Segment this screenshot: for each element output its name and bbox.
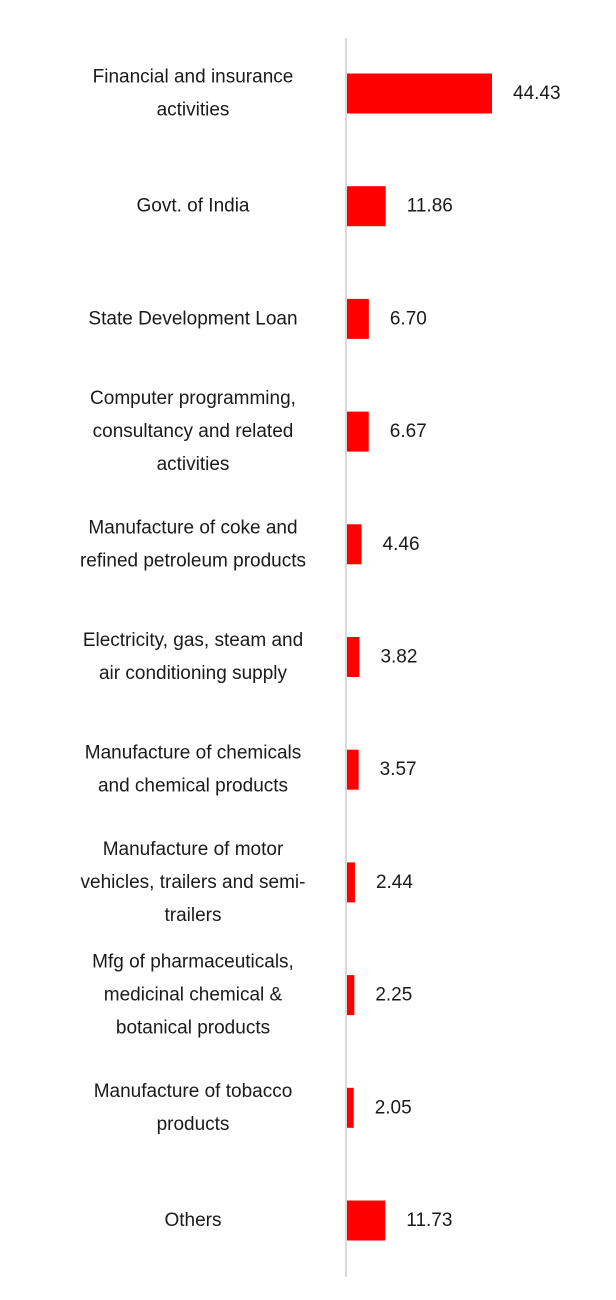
value-label: 11.86 xyxy=(407,196,453,217)
category-label: Govt. of India xyxy=(136,196,249,217)
value-label: 11.73 xyxy=(406,1210,452,1231)
category-label-line: activities xyxy=(157,454,230,475)
category-label-line: air conditioning supply xyxy=(99,663,288,684)
category-label-line: Electricity, gas, steam and xyxy=(83,630,303,651)
value-labels-group: 44.43 11.86 6.70 6.67 4.46 3.82 3.57 2.44 2.25 2.… xyxy=(375,83,561,1231)
category-label-line: State Development Loan xyxy=(88,308,297,329)
value-label: 3.82 xyxy=(380,647,417,668)
category-label-line: trailers xyxy=(164,905,221,926)
category-label: Manufacture of chemicals and chemical pro… xyxy=(85,743,302,797)
category-labels-group: Financial and insurance activities Govt. o… xyxy=(80,67,306,1232)
category-label-line: Manufacture of chemicals xyxy=(85,743,302,764)
bars-group xyxy=(347,73,492,1241)
category-label-line: activities xyxy=(157,100,230,121)
category-label: Electricity, gas, steam and air condition… xyxy=(83,630,303,684)
bar xyxy=(347,749,359,790)
category-label: Manufacture of tobacco products xyxy=(94,1081,293,1135)
bar xyxy=(347,298,369,339)
category-label-line: botanical products xyxy=(116,1018,270,1039)
category-label: Manufacture of motor vehicles, trailers a… xyxy=(81,839,306,926)
value-label: 4.46 xyxy=(383,534,420,555)
category-label-line: consultancy and related xyxy=(93,421,294,442)
category-label-line: refined petroleum products xyxy=(80,550,306,571)
category-label-line: Others xyxy=(164,1210,221,1231)
category-label-line: and chemical products xyxy=(98,776,288,797)
category-label-line: Manufacture of tobacco xyxy=(94,1081,293,1102)
bar xyxy=(347,186,386,227)
category-label-line: Financial and insurance xyxy=(93,67,294,88)
value-label: 6.70 xyxy=(390,308,427,329)
value-label: 44.43 xyxy=(513,83,561,104)
value-label: 3.57 xyxy=(380,759,417,780)
category-label: Manufacture of coke and refined petroleum… xyxy=(80,517,306,571)
bar xyxy=(347,1200,386,1241)
value-label: 2.05 xyxy=(375,1097,412,1118)
category-label-line: medicinal chemical & xyxy=(104,985,283,1006)
category-label: Financial and insurance activities xyxy=(93,67,294,121)
category-label: State Development Loan xyxy=(88,308,297,329)
value-label: 2.44 xyxy=(376,872,413,893)
bar xyxy=(347,862,355,903)
category-label: Others xyxy=(164,1210,221,1231)
value-label: 6.67 xyxy=(390,421,427,442)
category-label-line: vehicles, trailers and semi- xyxy=(81,872,306,893)
bar xyxy=(347,637,360,677)
bar xyxy=(347,411,369,452)
category-label-line: products xyxy=(157,1114,230,1135)
bar xyxy=(347,1087,354,1128)
bar xyxy=(347,73,492,114)
category-label-line: Mfg of pharmaceuticals, xyxy=(92,952,294,973)
bar xyxy=(347,975,355,1016)
bar xyxy=(347,524,362,565)
category-label: Mfg of pharmaceuticals, medicinal chemica… xyxy=(92,952,294,1039)
category-label: Computer programming, consultancy and rel… xyxy=(90,388,296,475)
category-label-line: Manufacture of motor xyxy=(103,839,284,860)
value-label: 2.25 xyxy=(375,985,412,1006)
category-label-line: Computer programming, xyxy=(90,388,296,409)
category-label-line: Manufacture of coke and xyxy=(88,517,297,538)
category-label-line: Govt. of India xyxy=(136,196,249,217)
